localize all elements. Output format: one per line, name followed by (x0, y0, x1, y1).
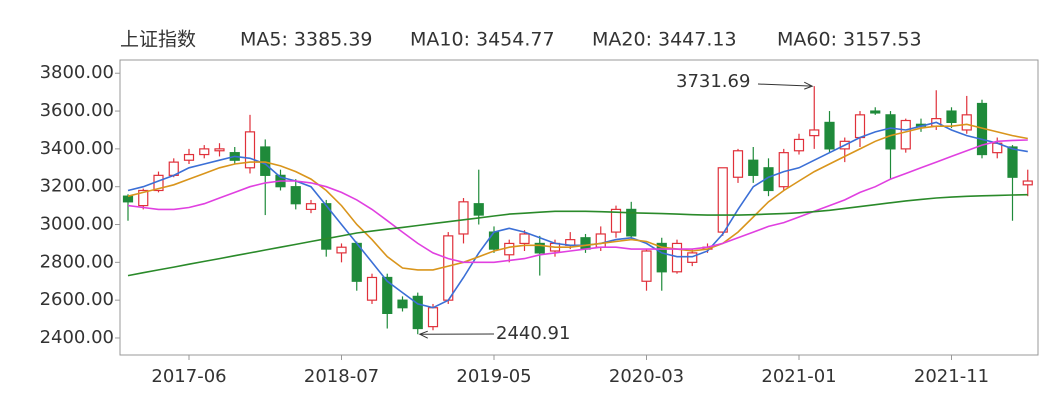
candle-body (366, 276, 378, 301)
candle-body (748, 159, 759, 176)
candle-body (321, 203, 332, 250)
candle-body (961, 114, 972, 131)
annotation-arrow (757, 81, 814, 90)
candle-body (687, 252, 698, 263)
candle-body (870, 110, 881, 114)
y-tick-label: 3000.00 (40, 214, 114, 235)
candle-body (885, 114, 896, 150)
candle-body (458, 201, 469, 235)
legend-entry: MA5: 3385.39 (240, 29, 373, 51)
y-tick-label: 2800.00 (40, 251, 114, 272)
y-tick-label: 2400.00 (40, 327, 114, 348)
candle-body (778, 152, 789, 188)
candle-body (214, 148, 225, 152)
y-tick-label: 3400.00 (40, 138, 114, 159)
candle-body (382, 276, 393, 314)
candle-body (397, 299, 408, 309)
legend-entry: MA60: 3157.53 (777, 29, 922, 51)
candle-body (641, 250, 652, 282)
candle-body (488, 231, 500, 250)
candle-body (1007, 146, 1018, 178)
candle-body (138, 189, 149, 207)
candle-body (519, 233, 530, 245)
x-tick-label: 2018-07 (304, 366, 379, 387)
candle-body (412, 295, 423, 330)
candle-body (336, 246, 347, 254)
x-tick-label: 2019-05 (456, 366, 531, 387)
candle-body (290, 186, 301, 205)
y-tick-label: 2600.00 (40, 289, 114, 310)
candle-body (580, 237, 591, 250)
annotation: 2440.91 (496, 323, 570, 344)
candle-body (504, 242, 515, 256)
candle-body (610, 208, 622, 233)
candle-body (199, 148, 210, 156)
y-tick-label: 3200.00 (40, 176, 114, 197)
ma-line (127, 123, 1028, 271)
candle-body (351, 242, 362, 282)
candle-body (534, 242, 545, 254)
candle-body (443, 235, 454, 301)
legend-entry: MA20: 3447.13 (592, 29, 737, 51)
candle-body (946, 110, 957, 124)
candle-body (900, 119, 911, 150)
candle-body (595, 233, 606, 248)
x-tick-label: 2017-06 (151, 366, 226, 387)
candle-body (732, 150, 744, 178)
candle-body (854, 114, 866, 139)
candle-body (305, 203, 317, 210)
x-tick-label: 2021-11 (914, 366, 989, 387)
ma-line (127, 121, 1028, 309)
x-tick-label: 2021-01 (761, 366, 836, 387)
candle-body (717, 167, 728, 233)
chart-title: 上证指数 (120, 29, 196, 51)
candle-body (260, 146, 271, 176)
candle-body (473, 203, 484, 216)
ma-line (127, 193, 1028, 277)
candle-body (671, 242, 683, 273)
candle-body (656, 242, 667, 273)
candle-body (626, 208, 637, 237)
x-tick-label: 2020-03 (609, 366, 684, 387)
candle-body (122, 195, 134, 203)
candle-body (793, 138, 805, 152)
y-tick-label: 3600.00 (40, 100, 114, 121)
candle-body (824, 121, 835, 150)
annotation: 3731.69 (676, 71, 750, 92)
annotation-arrow (418, 330, 495, 339)
candle-body (244, 131, 256, 169)
candle-body (1022, 180, 1033, 186)
plot-frame (119, 59, 1039, 356)
ma-line (127, 139, 1028, 264)
candle-body (809, 129, 820, 137)
legend-entry: MA10: 3454.77 (410, 29, 555, 51)
y-tick-label: 3800.00 (40, 62, 114, 83)
candle-body (183, 153, 195, 161)
candle-body (427, 307, 439, 328)
